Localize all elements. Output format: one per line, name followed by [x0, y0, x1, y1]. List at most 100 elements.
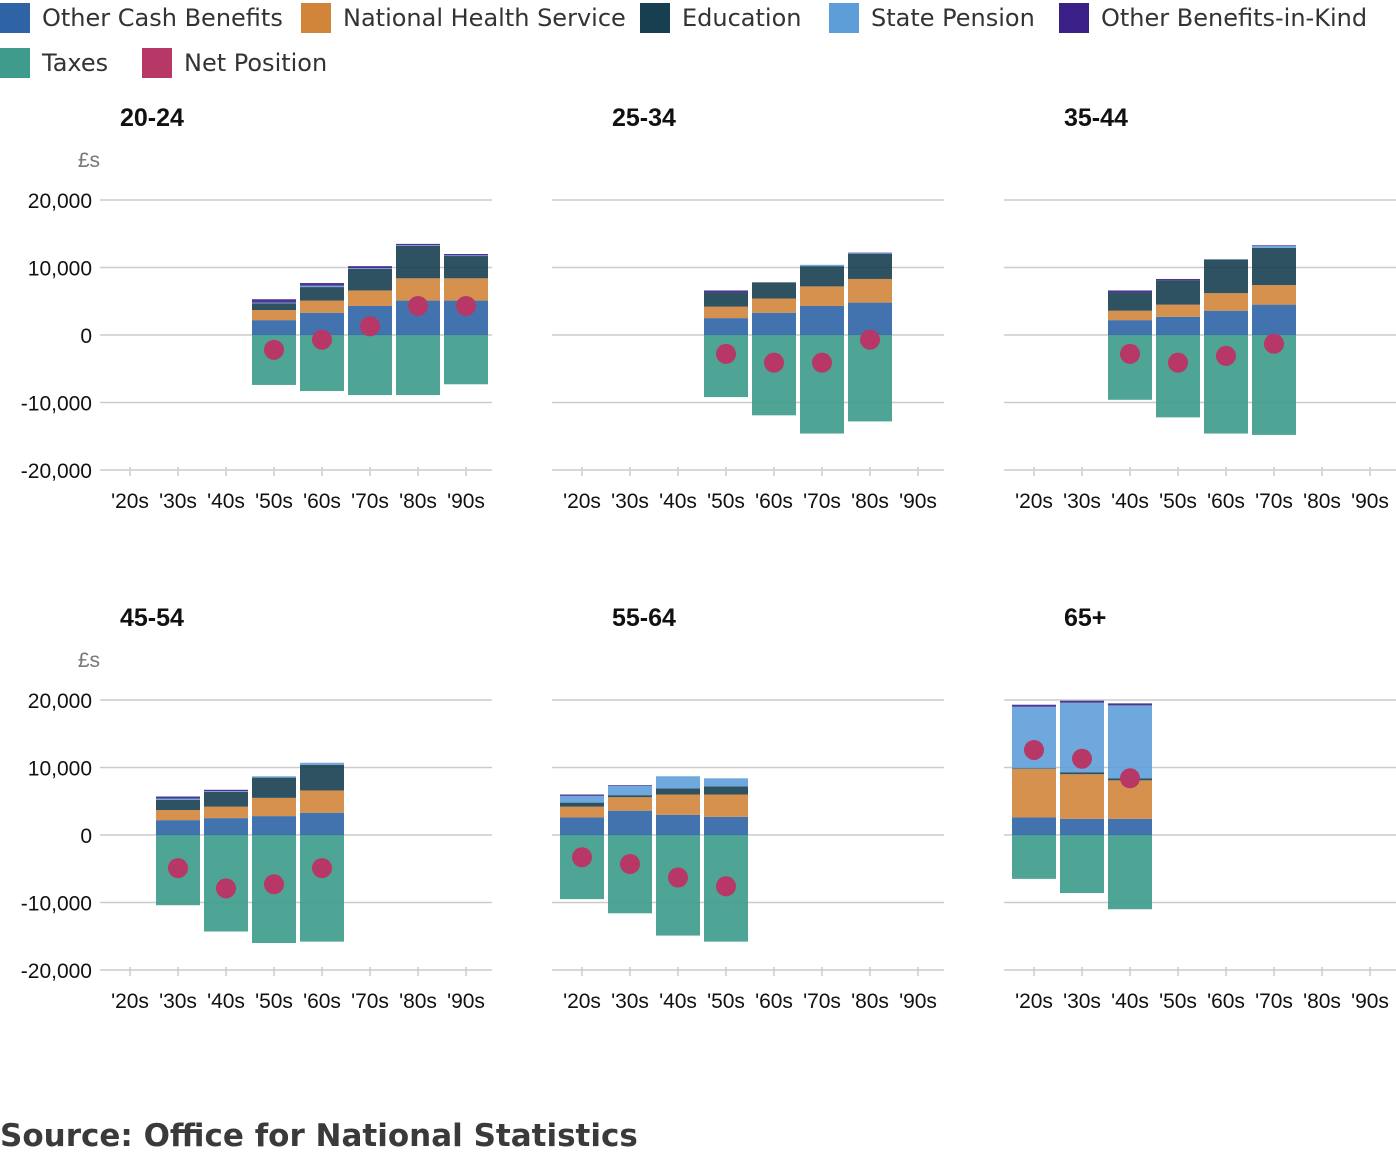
x-tick-label: '50s: [1159, 490, 1197, 513]
bar-national-health-service: [1252, 285, 1296, 305]
x-tick-label: '90s: [1351, 490, 1389, 513]
bar-other-benefits-in-kind: [1108, 290, 1152, 293]
y-tick-label: 20,000: [28, 190, 92, 213]
bar-education: [1204, 259, 1248, 294]
net-position-point: [168, 858, 188, 879]
bar-other-cash-benefits: [1252, 304, 1296, 335]
net-position-point: [572, 847, 592, 868]
x-tick-label: '30s: [611, 490, 649, 513]
x-tick-label: '40s: [1111, 490, 1149, 513]
x-tick-label: '80s: [851, 990, 889, 1013]
y-tick-label: -20,000: [21, 960, 92, 983]
bar-state-pension: [252, 776, 296, 778]
bar-taxes: [1156, 335, 1200, 418]
bar-national-health-service: [656, 794, 700, 815]
x-tick-label: '40s: [659, 990, 697, 1013]
bar-education: [444, 256, 488, 279]
x-tick-label: '90s: [899, 490, 937, 513]
x-tick-label: '60s: [755, 990, 793, 1013]
bar-other-benefits-in-kind: [348, 266, 392, 269]
x-tick-label: '80s: [1303, 490, 1341, 513]
x-tick-label: '80s: [399, 490, 437, 513]
x-tick-label: '50s: [255, 990, 293, 1013]
bar-education: [800, 266, 844, 287]
legend-item: National Health Service: [301, 3, 626, 33]
bar-taxes: [608, 835, 652, 914]
legend-item: Education: [640, 3, 801, 33]
bar-other-cash-benefits: [300, 812, 344, 835]
chart-legend: Other Cash Benefits National Health Servi…: [0, 0, 1396, 90]
bar-state-pension: [704, 778, 748, 787]
bar-other-benefits-in-kind: [156, 796, 200, 799]
x-tick-label: '80s: [851, 490, 889, 513]
bar-other-cash-benefits: [560, 817, 604, 835]
y-tick-label: 0: [80, 825, 92, 848]
x-tick-label: '70s: [1255, 990, 1293, 1013]
bar-national-health-service: [560, 806, 604, 818]
bar-national-health-service: [1204, 293, 1248, 311]
bar-other-cash-benefits: [1156, 316, 1200, 335]
y-tick-label: -10,000: [21, 393, 92, 416]
bar-other-cash-benefits: [1108, 818, 1152, 835]
bar-education: [348, 268, 392, 291]
bar-other-benefits-in-kind: [1252, 245, 1296, 246]
x-tick-label: '20s: [563, 490, 601, 513]
chart-title: 25-34: [612, 104, 676, 132]
x-tick-label: '80s: [399, 990, 437, 1013]
bar-taxes: [348, 335, 392, 396]
legend-swatch: [0, 48, 30, 78]
net-position-point: [456, 295, 476, 316]
bar-education: [156, 799, 200, 811]
bar-national-health-service: [704, 306, 748, 319]
bar-other-benefits-in-kind: [1156, 278, 1200, 281]
bar-national-health-service: [848, 278, 892, 303]
bar-other-benefits-in-kind: [396, 243, 440, 246]
bar-education: [204, 791, 248, 807]
bar-national-health-service: [1156, 304, 1200, 317]
x-tick-label: '20s: [111, 490, 149, 513]
net-position-point: [360, 316, 380, 337]
net-position-point: [264, 874, 284, 895]
net-position-point: [216, 878, 236, 899]
net-position-point: [1216, 345, 1236, 366]
y-axis-unit-label: £s: [78, 149, 100, 172]
bar-state-pension: [396, 245, 440, 246]
net-position-point: [312, 858, 332, 879]
bar-other-cash-benefits: [752, 312, 796, 335]
x-tick-label: '90s: [447, 990, 485, 1013]
y-tick-label: 10,000: [28, 758, 92, 781]
bar-state-pension: [656, 776, 700, 789]
bar-education: [656, 788, 700, 795]
legend-item: Other Benefits-in-Kind: [1059, 3, 1367, 33]
net-position-point: [620, 854, 640, 875]
x-tick-label: '30s: [1063, 990, 1101, 1013]
chart-title: 45-54: [120, 604, 184, 632]
legend-item: State Pension: [829, 3, 1035, 33]
bar-state-pension: [156, 798, 200, 800]
bar-other-benefits-in-kind: [300, 283, 344, 286]
bar-national-health-service: [704, 794, 748, 817]
x-tick-label: '90s: [899, 990, 937, 1013]
x-tick-label: '80s: [1303, 990, 1341, 1013]
bar-other-benefits-in-kind: [1060, 700, 1104, 703]
y-tick-label: -10,000: [21, 893, 92, 916]
bar-state-pension: [204, 791, 248, 792]
net-position-point: [264, 339, 284, 360]
bar-taxes: [1012, 835, 1056, 879]
bar-state-pension: [444, 255, 488, 257]
legend-label: Education: [682, 4, 802, 32]
bar-other-cash-benefits: [252, 320, 296, 335]
x-tick-label: '20s: [1015, 490, 1053, 513]
bar-state-pension: [800, 264, 844, 267]
bar-taxes: [752, 335, 796, 416]
x-tick-label: '40s: [1111, 990, 1149, 1013]
net-position-point: [1024, 739, 1044, 760]
bar-other-cash-benefits: [300, 312, 344, 335]
bar-other-cash-benefits: [704, 816, 748, 835]
x-tick-label: '30s: [159, 490, 197, 513]
bar-education: [1012, 768, 1056, 769]
bar-other-benefits-in-kind: [704, 290, 748, 293]
legend-item: Taxes: [0, 48, 108, 78]
bar-national-health-service: [1060, 774, 1104, 819]
x-tick-label: '50s: [255, 490, 293, 513]
